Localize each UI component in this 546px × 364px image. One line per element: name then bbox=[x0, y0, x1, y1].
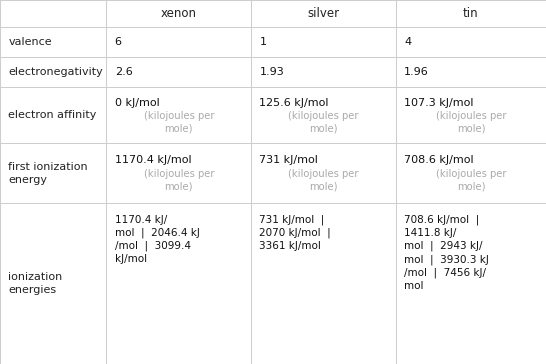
Text: 4: 4 bbox=[404, 37, 411, 47]
Text: 708.6 kJ/mol: 708.6 kJ/mol bbox=[404, 155, 474, 165]
Text: 6: 6 bbox=[115, 37, 122, 47]
Text: 731 kJ/mol  |
2070 kJ/mol  |
3361 kJ/mol: 731 kJ/mol | 2070 kJ/mol | 3361 kJ/mol bbox=[259, 215, 331, 251]
Text: 0 kJ/mol: 0 kJ/mol bbox=[115, 98, 159, 108]
Text: tin: tin bbox=[463, 7, 479, 20]
Text: (kilojoules per
mole): (kilojoules per mole) bbox=[436, 111, 506, 133]
Text: (kilojoules per
mole): (kilojoules per mole) bbox=[288, 111, 359, 133]
Text: 1170.4 kJ/mol: 1170.4 kJ/mol bbox=[115, 155, 191, 165]
Text: 2.6: 2.6 bbox=[115, 67, 133, 77]
Text: 1.93: 1.93 bbox=[259, 67, 284, 77]
Text: xenon: xenon bbox=[161, 7, 197, 20]
Text: 708.6 kJ/mol  |
1411.8 kJ/
mol  |  2943 kJ/
mol  |  3930.3 kJ
/mol  |  7456 kJ/
: 708.6 kJ/mol | 1411.8 kJ/ mol | 2943 kJ/… bbox=[404, 215, 489, 291]
Text: ionization
energies: ionization energies bbox=[8, 272, 62, 295]
Text: (kilojoules per
mole): (kilojoules per mole) bbox=[288, 169, 359, 191]
Text: valence: valence bbox=[8, 37, 52, 47]
Text: 125.6 kJ/mol: 125.6 kJ/mol bbox=[259, 98, 329, 108]
Text: 1.96: 1.96 bbox=[404, 67, 429, 77]
Text: 1170.4 kJ/
mol  |  2046.4 kJ
/mol  |  3099.4
kJ/mol: 1170.4 kJ/ mol | 2046.4 kJ /mol | 3099.4… bbox=[115, 215, 199, 264]
Text: 107.3 kJ/mol: 107.3 kJ/mol bbox=[404, 98, 473, 108]
Text: 731 kJ/mol: 731 kJ/mol bbox=[259, 155, 318, 165]
Text: electron affinity: electron affinity bbox=[8, 110, 97, 120]
Text: 1: 1 bbox=[259, 37, 266, 47]
Text: (kilojoules per
mole): (kilojoules per mole) bbox=[436, 169, 506, 191]
Text: silver: silver bbox=[307, 7, 340, 20]
Text: (kilojoules per
mole): (kilojoules per mole) bbox=[144, 169, 214, 191]
Text: electronegativity: electronegativity bbox=[8, 67, 103, 77]
Text: (kilojoules per
mole): (kilojoules per mole) bbox=[144, 111, 214, 133]
Text: first ionization
energy: first ionization energy bbox=[8, 162, 88, 185]
